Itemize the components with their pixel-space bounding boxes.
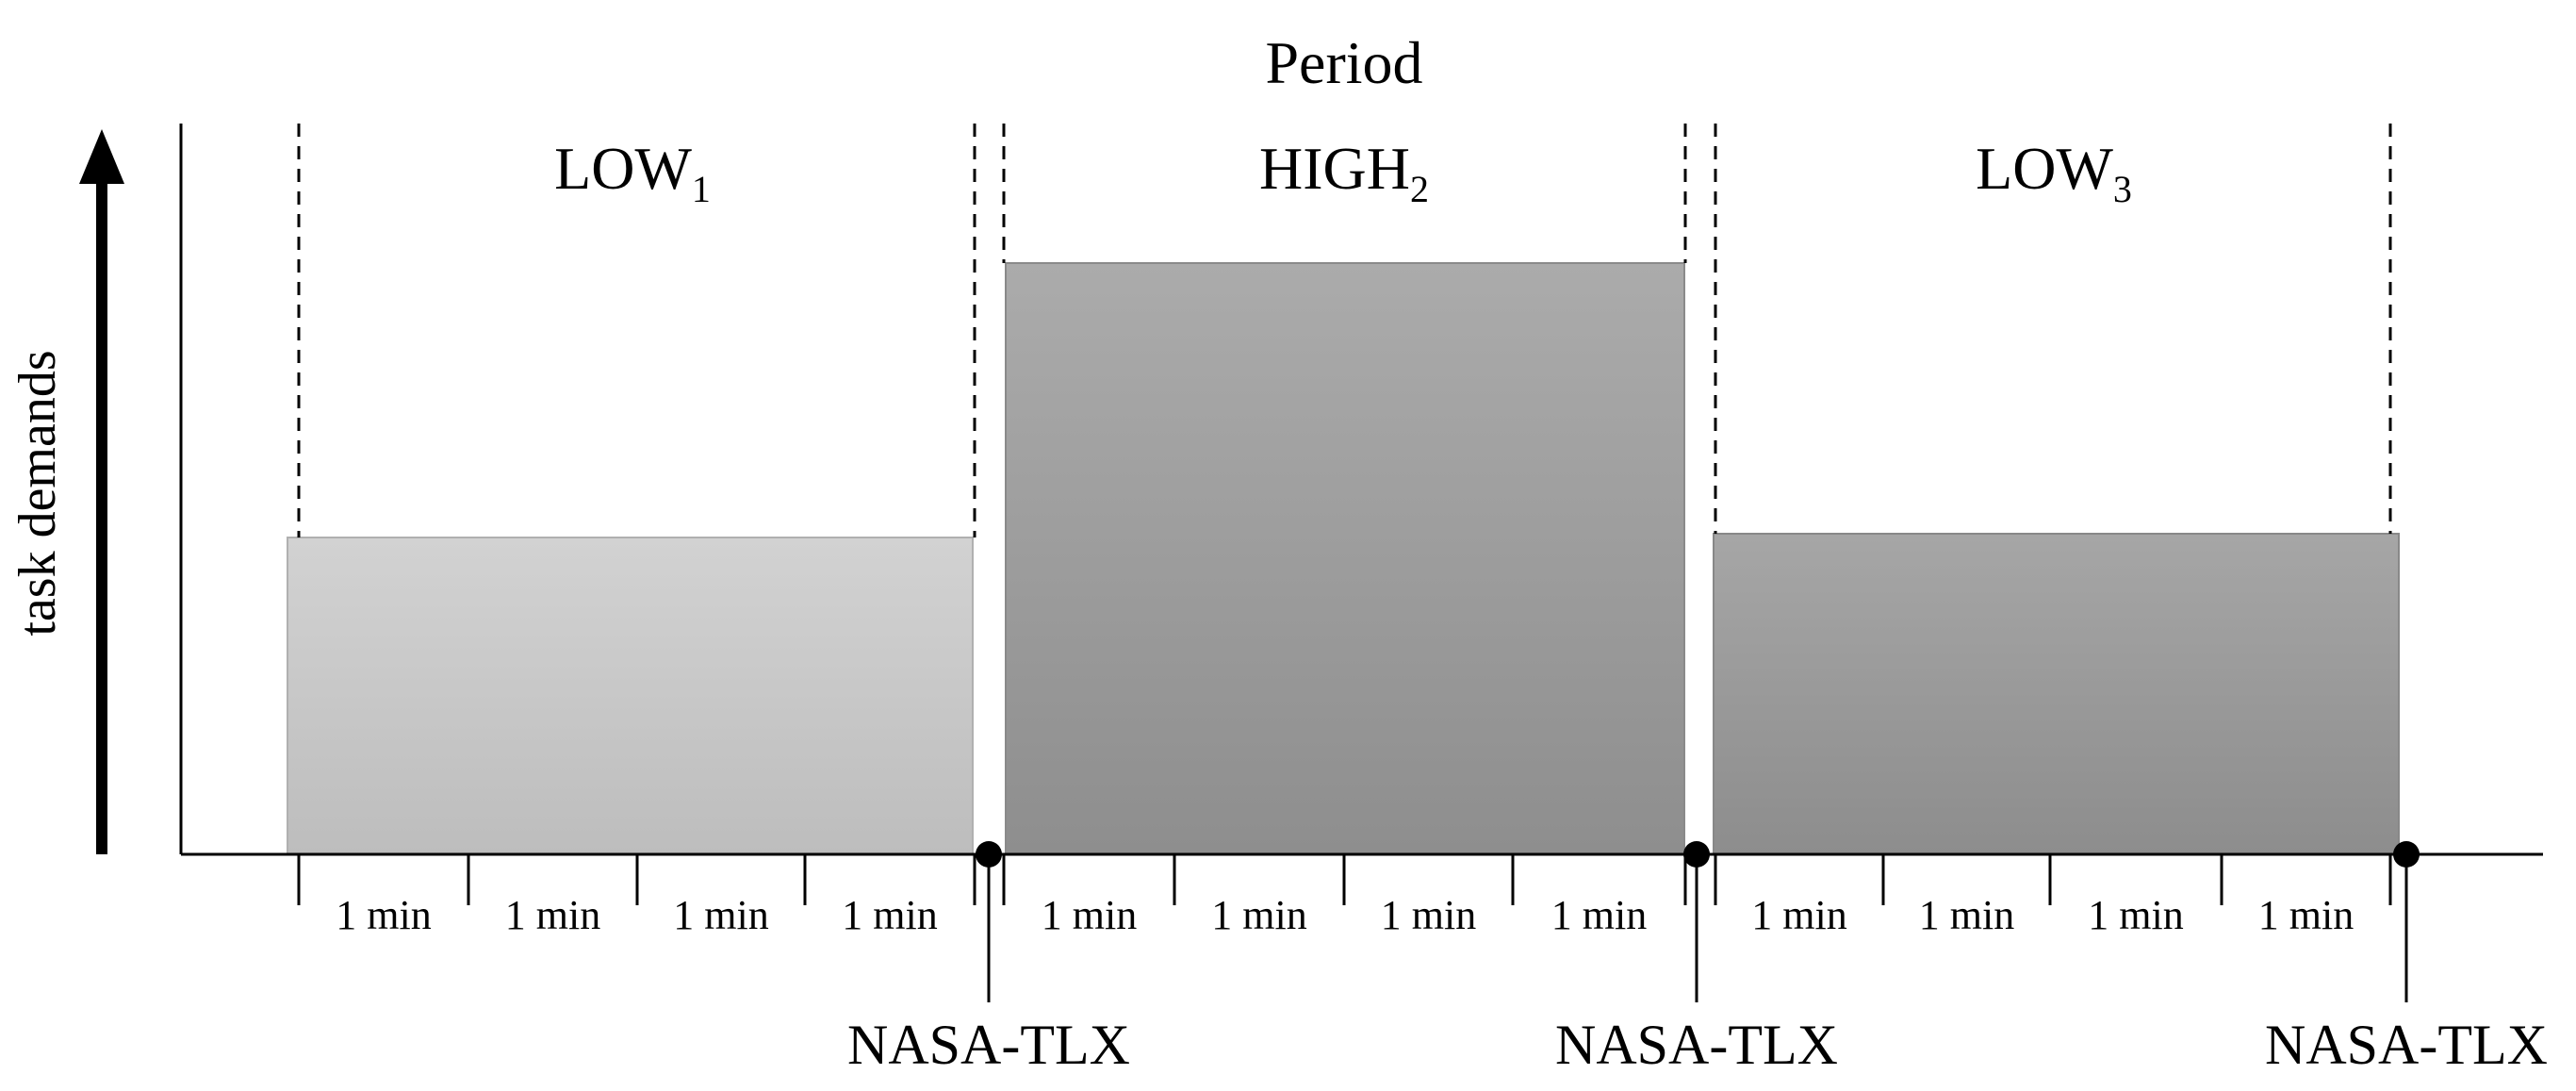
minute-label: 1 min: [673, 892, 768, 938]
minute-label: 1 min: [1381, 892, 1476, 938]
minute-label: 1 min: [505, 892, 600, 938]
period-name: LOW: [1976, 135, 2113, 202]
high-block: [1005, 262, 1685, 855]
minute-label: 1 min: [1211, 892, 1306, 938]
period-name: LOW: [554, 135, 692, 202]
minute-label: 1 min: [1042, 892, 1137, 938]
minute-label: 1 min: [336, 892, 431, 938]
minute-label: 1 min: [1919, 892, 2014, 938]
period-name: HIGH: [1259, 135, 1410, 202]
minute-label: 1 min: [842, 892, 937, 938]
minute-label: 1 min: [1751, 892, 1846, 938]
measure-point: [1683, 841, 1710, 868]
y-axis-label: task demands: [8, 350, 67, 636]
minute-label: 1 min: [2088, 892, 2183, 938]
low-block: [287, 537, 974, 855]
measure-point: [976, 841, 1002, 868]
measure-label: NASA-TLX: [847, 1014, 1130, 1076]
minute-label: 1 min: [1551, 892, 1647, 938]
period-label: LOW1: [554, 135, 711, 210]
period-index: 1: [692, 168, 711, 210]
measure-point: [2393, 841, 2420, 868]
arrow-head: [79, 129, 124, 184]
period-label: HIGH2: [1259, 135, 1429, 210]
low-block: [1713, 533, 2400, 855]
minute-label: 1 min: [2258, 892, 2354, 938]
diagram-title: Period: [1265, 29, 1422, 96]
measure-label: NASA-TLX: [1555, 1014, 1838, 1076]
period-index: 2: [1410, 168, 1429, 210]
period-label: LOW3: [1976, 135, 2132, 210]
measure-label: NASA-TLX: [2265, 1014, 2548, 1076]
period-index: 3: [2113, 168, 2132, 210]
